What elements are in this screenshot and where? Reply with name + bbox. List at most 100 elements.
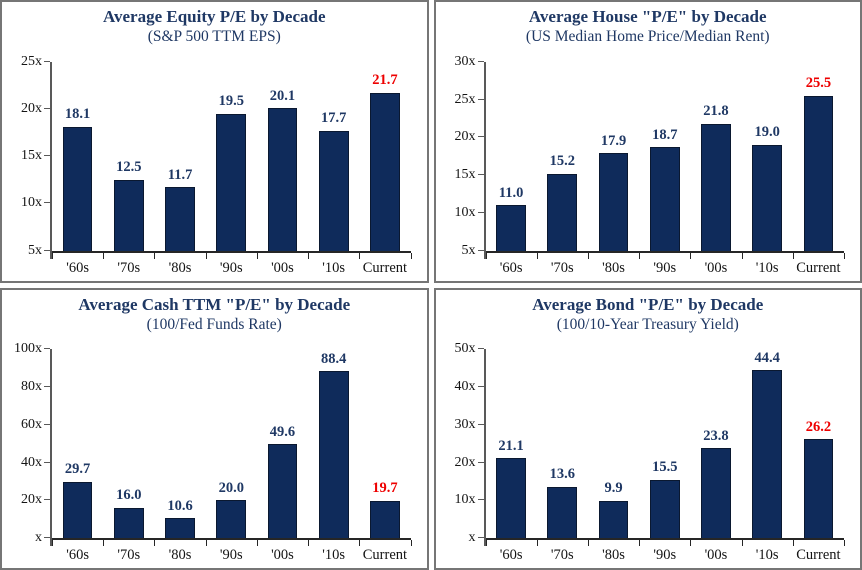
y-tick-label: 5x — [461, 242, 476, 258]
chart-subtitle: (100/Fed Funds Rate) — [146, 315, 282, 333]
bar-value-label: 16.0 — [116, 487, 142, 504]
y-tick-label: 40x — [21, 454, 42, 470]
y-tick-label: 30x — [454, 53, 476, 69]
bar-value-label: 23.8 — [703, 427, 729, 444]
x-category-label: Current — [796, 259, 841, 276]
plot-area: 5x 10x 15x 20x 25x 30x 11.0 '60s 15.2 '70s 17.9 '80… — [455, 54, 845, 275]
y-tick-mark — [477, 386, 484, 388]
y-tick-mark — [44, 155, 50, 157]
x-tick-mark — [103, 252, 105, 259]
y-tick-mark — [477, 60, 484, 62]
x-category-label: '60s — [499, 547, 523, 563]
bar — [62, 126, 93, 251]
bar-value-label: 19.0 — [754, 124, 780, 141]
bar — [752, 370, 783, 538]
chart-subtitle: (US Median Home Price/Median Rent) — [525, 28, 770, 46]
bar — [701, 123, 731, 251]
bar-value-label: 26.2 — [805, 418, 832, 435]
y-tick-label: 25x — [21, 53, 42, 69]
chart-subtitle: (100/10-Year Treasury Yield) — [556, 315, 739, 333]
x-category-label: '70s — [117, 547, 141, 563]
bar — [496, 458, 526, 538]
x-category-label: '10s — [755, 547, 779, 563]
bar — [496, 205, 526, 251]
bar-value-label: 18.7 — [652, 126, 678, 143]
x-category-label: '80s — [602, 547, 625, 563]
x-tick-mark — [103, 540, 105, 546]
bar — [216, 500, 247, 538]
bar — [547, 173, 578, 251]
chart-header: Average Equity P/E by Decade (S&P 500 TT… — [2, 2, 427, 47]
x-tick-mark — [741, 540, 743, 546]
bar-value-label: 11.0 — [498, 184, 524, 201]
chart-header: Average House "P/E" by Decade (US Median… — [436, 2, 861, 47]
bar — [649, 479, 680, 538]
x-category-label: '90s — [219, 259, 243, 276]
y-tick-mark — [44, 461, 50, 463]
y-tick-mark — [477, 211, 484, 213]
x-category-label: '70s — [117, 259, 141, 276]
y-tick-mark — [477, 423, 484, 425]
x-category-label: '60s — [66, 259, 89, 276]
y-tick-mark — [44, 348, 50, 350]
bar — [803, 95, 834, 251]
bar-value-label: 19.7 — [372, 480, 398, 497]
cash-pe-bar-chart: x 20x 40x 60x 80x 100x 29.7 '60s 16.0 '70s 10.6 '80… — [2, 334, 427, 568]
cash-pe-chart-panel: Average Cash TTM "P/E" by Decade (100/Fe… — [0, 287, 429, 570]
x-tick-mark — [536, 252, 538, 259]
x-category-label: Current — [362, 547, 408, 563]
x-category-label: '10s — [755, 259, 779, 276]
x-category-label: '80s — [602, 259, 625, 276]
x-tick-mark — [52, 540, 53, 546]
x-category-label: '00s — [271, 547, 294, 563]
x-category-label: '80s — [168, 547, 192, 563]
chart-header: Average Bond "P/E" by Decade (100/10-Yea… — [436, 290, 861, 335]
y-tick-label: 20x — [21, 100, 42, 116]
y-tick-label: x — [468, 530, 476, 545]
x-tick-mark — [154, 252, 156, 259]
y-tick-label: 20x — [21, 492, 42, 508]
x-tick-mark — [256, 540, 258, 546]
x-tick-mark — [639, 252, 641, 259]
y-tick-mark — [477, 348, 484, 350]
bar — [649, 147, 680, 251]
y-tick-label: 25x — [454, 91, 476, 107]
bar-value-label: 44.4 — [754, 349, 780, 366]
y-tick-label: 10x — [21, 195, 42, 211]
y-tick-label: 80x — [21, 379, 42, 395]
plot-area: x 10x 20x 30x 40x 50x 21.1 '60s 13.6 '70s 9.9 '80s 1… — [455, 342, 845, 562]
bar-value-label: 21.8 — [703, 103, 729, 120]
bar — [803, 439, 834, 538]
bar — [318, 130, 349, 251]
x-tick-mark — [154, 540, 156, 546]
bar-value-label: 20.1 — [269, 87, 296, 104]
x-category-label: '90s — [653, 259, 677, 276]
bar — [165, 187, 195, 251]
x-category-label: '00s — [704, 547, 728, 563]
bar-value-label: 9.9 — [604, 480, 623, 497]
x-tick-mark — [308, 252, 310, 259]
equity-pe-chart-panel: Average Equity P/E by Decade (S&P 500 TT… — [0, 0, 429, 283]
bar-value-label: 11.7 — [167, 166, 193, 183]
y-tick-mark — [44, 386, 50, 388]
bar-value-label: 49.6 — [269, 423, 296, 440]
y-tick-label: 20x — [454, 129, 476, 145]
x-tick-mark — [52, 252, 53, 259]
y-tick-label: 15x — [454, 167, 476, 183]
y-tick-mark — [44, 423, 50, 425]
x-tick-mark — [792, 252, 794, 259]
x-tick-mark — [410, 252, 412, 259]
bond-pe-chart-panel: Average Bond "P/E" by Decade (100/10-Yea… — [433, 287, 862, 570]
house-pe-chart-panel: Average House "P/E" by Decade (US Median… — [433, 0, 862, 283]
x-tick-mark — [205, 540, 207, 546]
bar — [165, 518, 195, 538]
chart-title: Average House "P/E" by Decade — [528, 7, 767, 26]
x-category-label: '00s — [271, 259, 294, 276]
y-tick-mark — [477, 174, 484, 176]
bar — [547, 486, 578, 538]
y-tick-mark — [44, 537, 50, 538]
y-tick-mark — [477, 249, 484, 251]
y-tick-label: 20x — [454, 454, 476, 470]
bar — [318, 371, 349, 538]
